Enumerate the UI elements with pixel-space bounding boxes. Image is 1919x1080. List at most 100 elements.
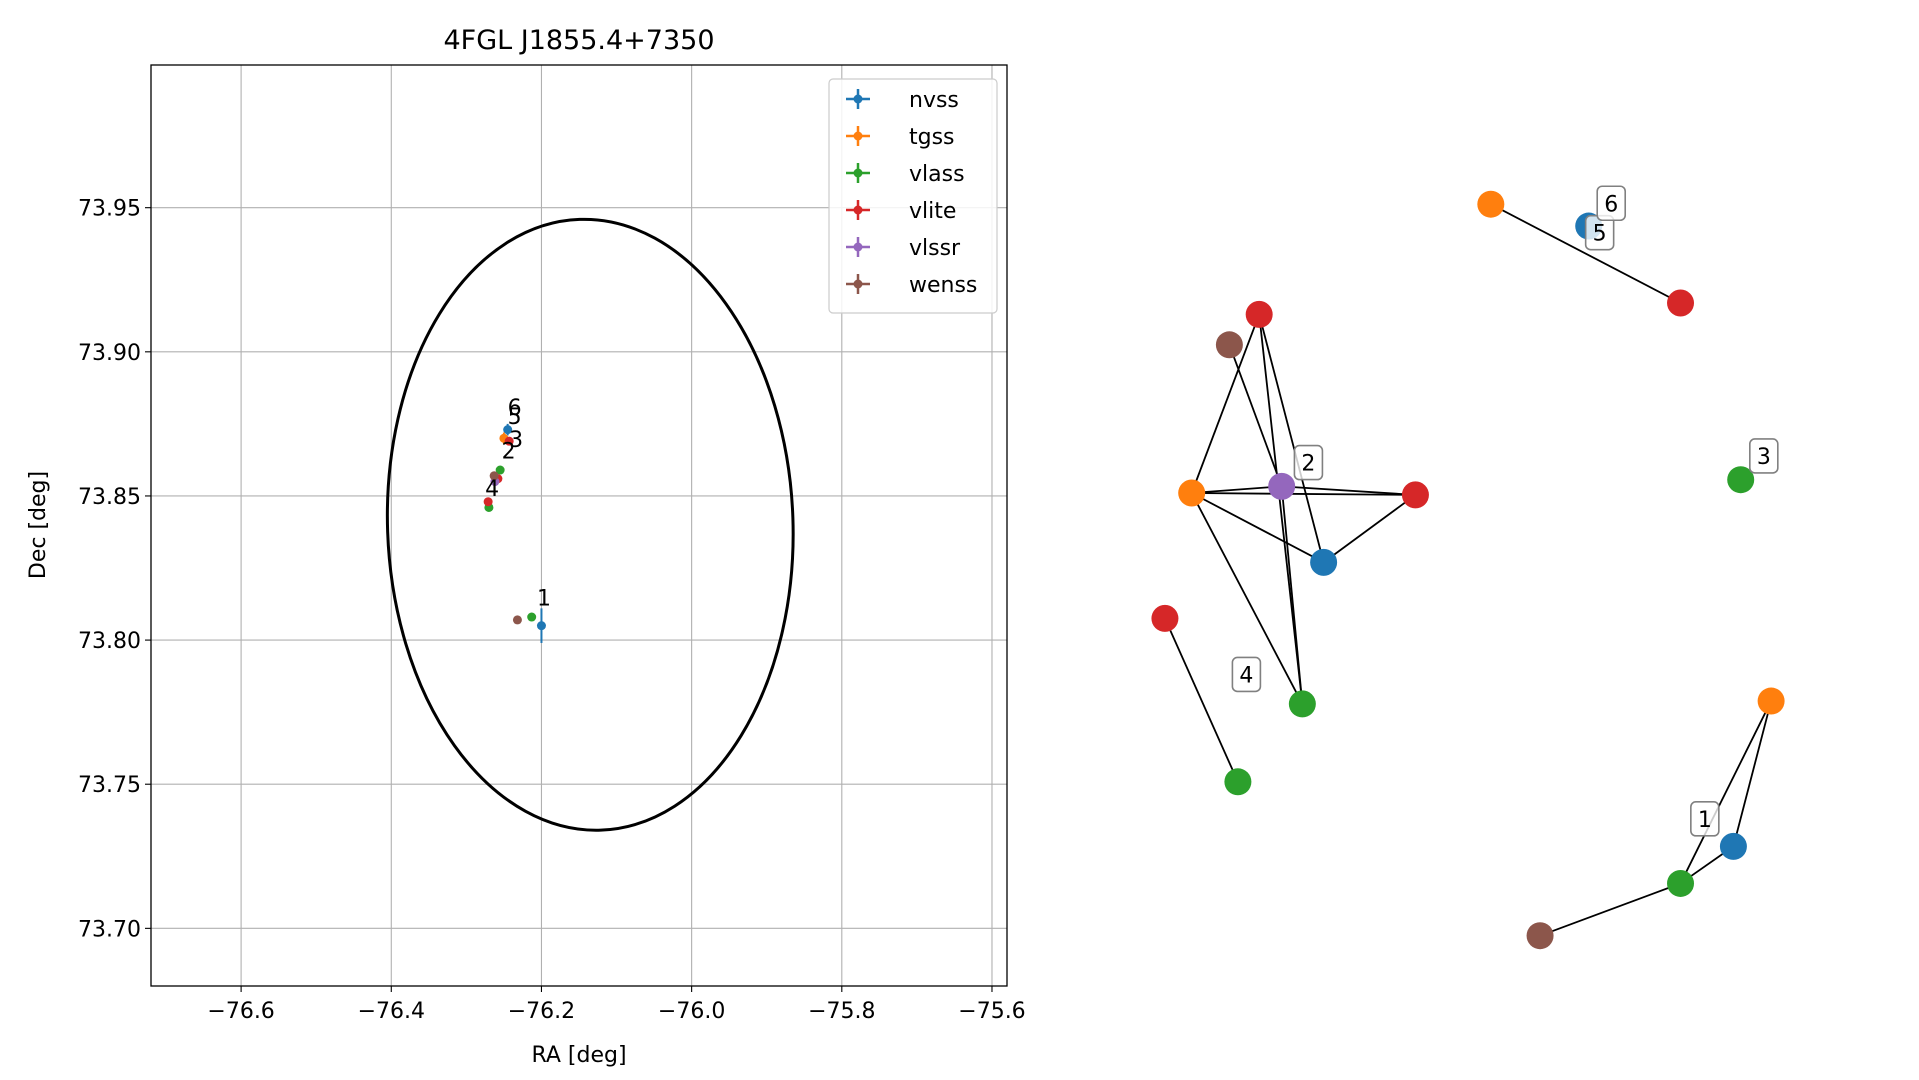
data-point-nvss [536,608,546,643]
graph-edge [1190,314,1261,494]
graph-nodes [1151,190,1785,950]
point-label-4: 4 [485,477,499,502]
graph-node-vlite [1667,289,1695,317]
group-label-3: 3 [1749,438,1779,474]
group-label-6: 6 [1596,185,1627,222]
grid [151,65,1007,986]
graph-node-vlass [1224,768,1252,796]
legend-item-wenss: wenss [846,273,977,298]
y-tick-label: 73.95 [78,197,141,222]
graph-node-wenss [1215,331,1243,359]
graph-edge [1228,344,1283,487]
data-point-vlite [504,436,514,446]
scatter-panel: 1 234 56 −76.6 −76.4 −76.2 −76.0 −75.8 −75.6 73… [26,25,1026,1068]
graph-node-tgss [1757,687,1785,715]
y-tick-label: 73.90 [78,341,141,366]
chart-title: 4FGL J1855.4+7350 [443,25,714,56]
graph-edge [1191,485,1282,494]
legend: nvss tgss vlass vlite vlssr wenss [828,78,998,314]
data-point-wenss [489,471,499,481]
data-point-wenss [512,615,522,625]
point-label-6: 6 [508,396,522,421]
graph-edges [1164,203,1772,937]
point-label-5: 5 [508,405,522,430]
point-label-1: 1 [537,586,551,611]
graph-edge [1258,314,1325,563]
legend-label: nvss [909,88,959,113]
graph-node-vlite [1401,481,1429,509]
y-tick-label: 73.75 [78,773,141,798]
point-label-2: 2 [502,439,516,464]
points-layer [483,423,546,643]
legend-item-nvss: nvss [846,88,959,113]
legend-label: vlass [909,162,965,187]
legend-item-vlite: vlite [846,199,956,224]
legend-label: tgss [909,125,955,150]
point-label-3: 3 [509,428,523,453]
graph-node-vlite [1151,604,1179,632]
graph-node-wenss [1526,922,1554,950]
graph-edge [1280,486,1304,704]
x-axis-label: RA [deg] [531,1043,626,1068]
data-point-vlass [495,465,505,475]
y-axis-label: Dec [deg] [26,471,51,579]
data-point-vlite [483,497,493,507]
x-tick-label: −76.2 [508,999,575,1024]
legend-label: vlssr [909,236,961,261]
graph-edge [1191,492,1325,564]
group-label-text: 1 [1698,808,1712,833]
y-tick-label: 73.80 [78,629,141,654]
graph-edge [1281,485,1416,496]
group-label-text: 2 [1301,452,1315,477]
graph-node-nvss [1310,548,1338,576]
y-tick-label: 73.85 [78,485,141,510]
graph-node-vlass [1727,466,1755,494]
x-tick-label: −75.6 [958,999,1025,1024]
graph-edge [1323,494,1416,564]
graph-node-vlass [1667,869,1695,897]
graph-edge [1164,618,1239,783]
graph-labels: 1 2 3 4 5 6 [1231,185,1779,837]
legend-box [828,78,998,314]
graph-edge [1490,203,1681,304]
localization-ellipse-layer [385,217,795,832]
y-axis-ticks: 73.70 73.75 73.80 73.85 73.90 73.95 [78,197,151,942]
group-label-2: 2 [1293,444,1324,481]
graph-edge [1258,314,1304,704]
legend-label: vlite [909,199,956,224]
graph-node-nvss [1719,832,1747,860]
data-point-vlass [527,612,537,622]
group-label-text: 3 [1757,445,1771,470]
group-label-text: 5 [1593,222,1607,247]
group-label-1: 1 [1690,801,1720,837]
graph-edge [1732,700,1772,847]
graph-edge [1679,700,1772,884]
group-label-4: 4 [1231,656,1262,693]
graph-node-vlssr [1268,472,1296,500]
x-tick-label: −76.6 [207,999,274,1024]
group-label-text: 4 [1239,663,1253,688]
graph-node-tgss [1477,190,1505,218]
x-tick-label: −76.4 [358,999,425,1024]
graph-edge [1191,492,1416,496]
legend-label: wenss [909,273,977,298]
group-label-text: 6 [1604,192,1618,217]
point-labels-layer: 1 234 56 [485,396,551,611]
x-tick-label: −75.8 [808,999,875,1024]
legend-item-tgss: tgss [846,125,955,150]
x-axis-ticks: −76.6 −76.4 −76.2 −76.0 −75.8 −75.6 [207,986,1026,1024]
graph-node-tgss [1178,479,1206,507]
graph-panel: 1 2 3 4 5 6 [1151,185,1785,950]
data-point-nvss [503,423,513,436]
graph-edge [1190,492,1304,705]
graph-node-vlass [1288,690,1316,718]
graph-edge [1539,882,1681,937]
legend-item-vlass: vlass [846,162,965,187]
legend-item-vlssr: vlssr [846,236,961,261]
graph-node-vlite [1245,300,1273,328]
localization-ellipse [385,217,795,832]
y-tick-label: 73.70 [78,917,141,942]
plot-frame [150,64,1008,987]
x-tick-label: −76.0 [658,999,725,1024]
